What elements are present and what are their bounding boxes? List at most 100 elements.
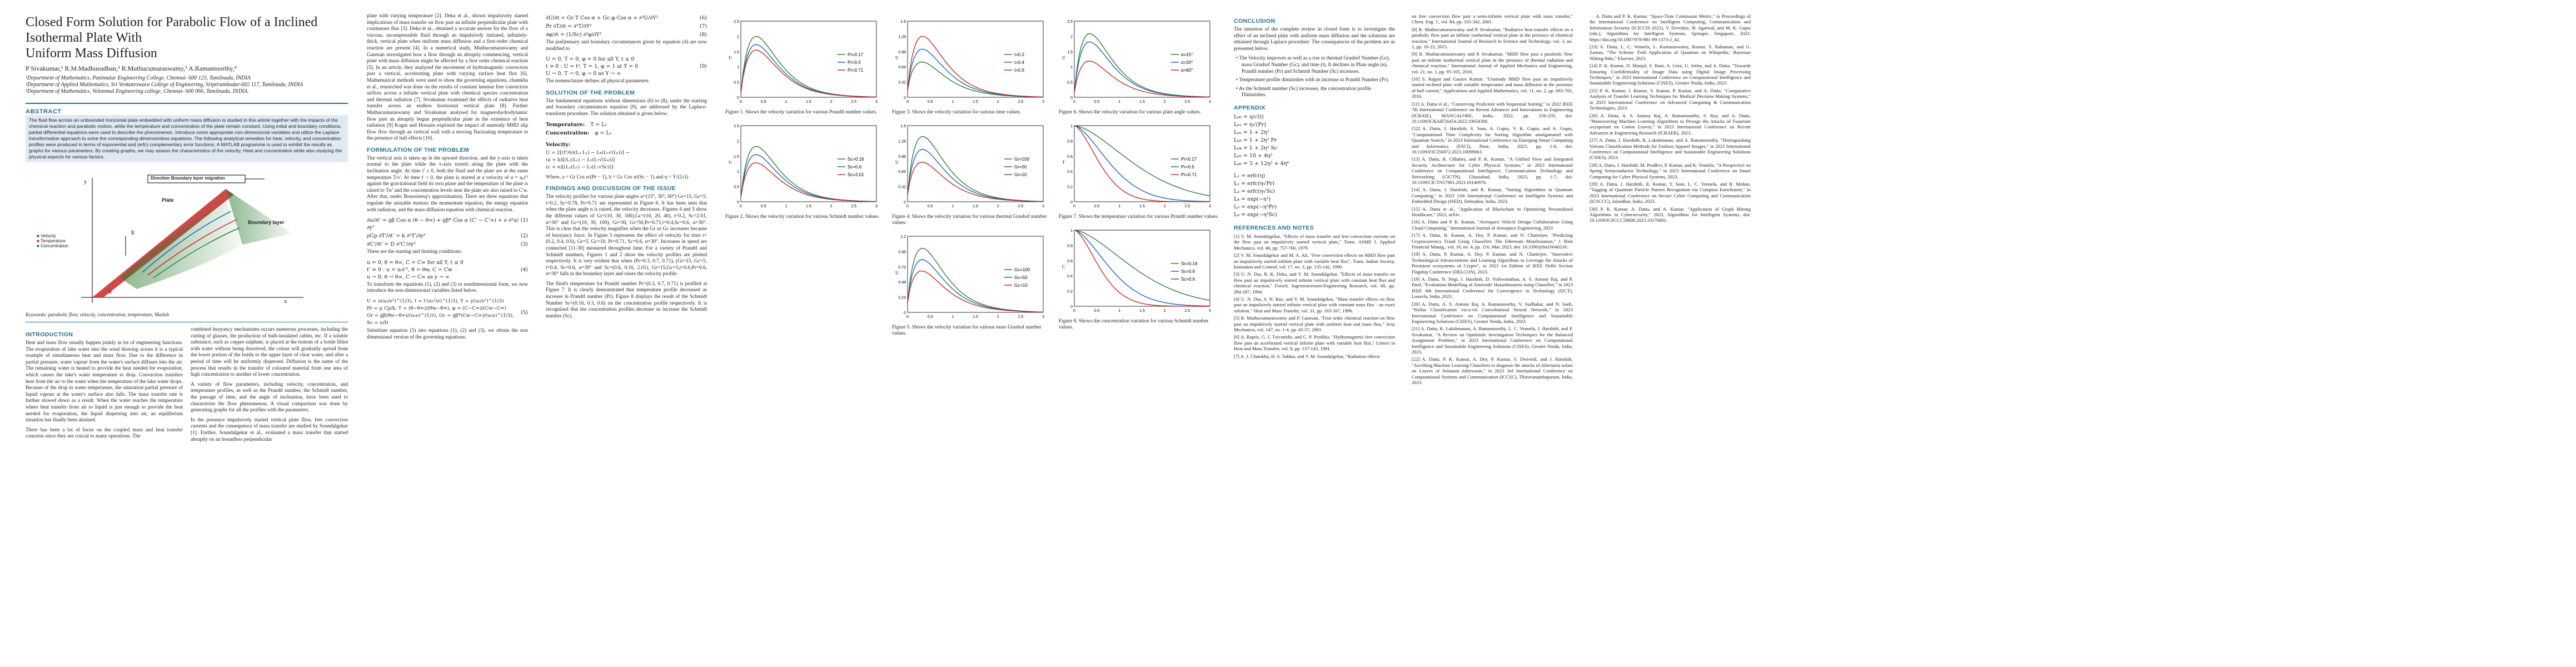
chart-svg: 00.511.522.50 0.5 1 1.5 2 2.5 3USc=0.16Sc=0.6S… xyxy=(729,125,878,208)
y-axis-label: U xyxy=(895,56,899,61)
references-heading: REFERENCES AND NOTES xyxy=(1234,224,1314,231)
reference-item: [4] U. N. Das, S. N. Ray, and V. M. Soun… xyxy=(1234,296,1395,313)
chart-svg: 00.320.640.961.281.60 0.5 1 1.5 2 2.5 3UGr=100… xyxy=(895,125,1044,208)
equation-8-body: ∂φ/∂t = (1/Sc) ∂²φ/∂Y² xyxy=(546,32,602,38)
col3-p5: The fluid's temperature for Prandtl numb… xyxy=(546,281,707,319)
velocity-label: Velocity: xyxy=(546,141,571,148)
equation-6-number: (6) xyxy=(699,15,707,21)
plot-frame xyxy=(1074,125,1210,202)
y-tick-label: 0 xyxy=(904,96,906,100)
series-line xyxy=(907,270,1044,313)
series-line xyxy=(1074,125,1210,197)
legend-label: α=30° xyxy=(1181,60,1193,65)
x-tick-label: 2.5 xyxy=(1184,309,1190,313)
series-line xyxy=(1074,61,1210,98)
temperature-label: Temperature: xyxy=(546,121,585,128)
y-tick-label: 1.28 xyxy=(898,140,906,143)
y-tick-label: 2 xyxy=(737,35,739,39)
series-line xyxy=(907,61,1044,98)
figure-5-caption: Figure 5. Shows the velocity variation f… xyxy=(892,325,1042,336)
intro-p4: A variety of flow parameters, including … xyxy=(191,381,348,414)
figure-4-caption: Figure 4. Shows the velocity variation f… xyxy=(892,214,1047,226)
reference-item: A. Datta and P. K. Kumar, "Space-Time Co… xyxy=(1590,13,1751,42)
references-column-2: on free convection flow past a semi-infi… xyxy=(1412,13,1573,387)
reference-item: [5] R. Muthucumaraswamy and P. Ganesan, … xyxy=(1234,315,1395,333)
col2-p2: The vertical axis is taken up in the upw… xyxy=(367,155,528,213)
abstract-text: The fluid flow across an unbounded horiz… xyxy=(26,115,348,162)
x-tick-label: 0.5 xyxy=(761,205,766,208)
x-tick-label: 3 xyxy=(1209,100,1211,104)
equation-8-number: (8) xyxy=(699,32,707,38)
y-tick-label: 0 xyxy=(904,311,906,315)
appendix-l04: L₀₄ = 1 + 2η² Sc xyxy=(1234,145,1278,151)
x-tick-label: 0 xyxy=(1073,309,1075,313)
conclusion-bullet-3: • As the Schmidt number (Sc) increases, … xyxy=(1236,86,1372,98)
reference-item: [28] A. Datta, J. Harshith, M. Prudhvi, … xyxy=(1590,162,1751,180)
appendix-l06: L₀₆ = 3 + 12η² + 4η⁴ xyxy=(1234,160,1289,167)
conclusion-bullet-1-text: The Velocity improves as well as a rise … xyxy=(1239,56,1390,74)
legend-label: Sc=0.6 xyxy=(848,165,862,170)
plot-frame xyxy=(907,236,1044,313)
x-tick-label: 2 xyxy=(1164,100,1166,104)
temperature-solution: Temperature: T = L₁ xyxy=(546,121,707,128)
col3-p4: The velocity profiles for various plate … xyxy=(546,194,707,277)
y-tick-label: 0 xyxy=(1070,201,1073,205)
x-tick-label: 0 xyxy=(1073,100,1075,104)
y-tick-label: 0.96 xyxy=(898,250,906,254)
x-tick-label: 1.5 xyxy=(806,100,811,104)
schematic-direction-label: Direction Boundary layer migration xyxy=(151,176,225,181)
reference-item: [14] A. Datta, J. Harshith, and R. Kumar… xyxy=(1412,187,1573,205)
series-line xyxy=(1074,33,1210,98)
intro-right: combined buoyancy mechanisms occurs nume… xyxy=(191,327,348,446)
schematic-boundary-label: Boundary layer xyxy=(248,220,285,225)
y-tick-label: 0.4 xyxy=(1067,170,1073,174)
reference-item: [3] U. N. Das, R. K. Deka, and V. M. Sou… xyxy=(1234,271,1395,295)
y-tick-label: 1 xyxy=(1070,229,1073,233)
x-tick-label: 2.5 xyxy=(851,100,856,104)
appendix-l02: L₀₂ = 1 + 2η² xyxy=(1234,129,1269,136)
x-tick-label: 1.5 xyxy=(806,205,811,208)
series-line xyxy=(907,36,1044,98)
x-tick-label: 1 xyxy=(785,205,787,208)
y-tick-label: 0.96 xyxy=(898,155,906,159)
x-tick-label: 0 xyxy=(906,100,909,104)
appendix-l2: L₂ = erfc(η√Pr) xyxy=(1234,180,1275,187)
x-tick-label: 2 xyxy=(997,205,999,208)
series-line xyxy=(740,49,877,98)
reference-item: on free convection flow past a semi-infi… xyxy=(1412,13,1573,25)
findings-heading: FINDINGS AND DISCUSSION OF THE ISSUE xyxy=(546,185,676,192)
references-column-3: A. Datta and P. K. Kumar, "Space-Time Co… xyxy=(1590,13,1751,225)
keywords: Keywords: parabolic flow, velocity, conc… xyxy=(26,312,170,317)
reference-item: [2] V. M. Soundalgekar and M. A. Ali, "F… xyxy=(1234,252,1395,270)
legend-label: α=15° xyxy=(1181,52,1193,57)
x-tick-label: 3 xyxy=(1042,205,1044,208)
x-tick-label: 0.5 xyxy=(928,100,933,104)
y-tick-label: 0.8 xyxy=(1067,140,1073,143)
velocity-eq-1: U = 2[(t²/6)(L₃ L₁) − L₄(L₅√(L₆))] − xyxy=(546,150,630,156)
col3-where: Where, a = Gr Cos α/(Pr − 1), b = Gc Cos… xyxy=(546,174,689,180)
figure-4: 0 0.32 0.64 0.96 1.28 1.6 0 0.5 1 1.5 2 2.5 3 U Gr=100… xyxy=(892,121,1053,213)
nondim-line-2: Pr = μ Cp/k, T = (θ−θ∞)/(θw−θ∞), φ = (C−… xyxy=(367,306,506,311)
schematic-svg: g x y α xyxy=(81,175,303,305)
series-line xyxy=(740,36,877,98)
reference-item: [17] A. Datta, R. Kumar, A. Dey, P. Kuma… xyxy=(1412,232,1573,250)
equation-7-body: Pr ∂T/∂t = ∂²T/∂Y² xyxy=(546,23,592,29)
title-line-1: Closed Form Solution for Parabolic Flow … xyxy=(26,15,318,45)
x-tick-label: 3 xyxy=(1209,309,1211,313)
y-tick-label: 0.24 xyxy=(898,296,906,300)
x-tick-label: 3 xyxy=(1209,205,1211,208)
equation-1-body: ∂u/∂t' = gβ Cos α (θ − θ∞) + gβ* Cos α (… xyxy=(367,217,519,231)
x-tick-label: 0 xyxy=(906,205,909,208)
y-tick-label: 2.5 xyxy=(1067,20,1073,24)
x-tick-label: 1.5 xyxy=(973,315,978,319)
appendix-l1: L₁ = erfc(η) xyxy=(1234,172,1265,179)
y-axis-label: U xyxy=(729,56,732,61)
equation-6: ∂U/∂t = Gr T Cos α + Gc φ Cos α + ∂²U/∂Y… xyxy=(546,14,707,22)
figure-8-caption: Figure 8. Shows the concentration variat… xyxy=(1059,318,1209,330)
legend-label: Pr=0.71 xyxy=(1181,172,1197,177)
x-tick-label: 2 xyxy=(830,100,833,104)
plot-frame xyxy=(907,21,1044,98)
equation-3-number: (3) xyxy=(520,241,528,248)
figure-6-caption: Figure 6. Shows the velocity variation f… xyxy=(1059,109,1202,115)
